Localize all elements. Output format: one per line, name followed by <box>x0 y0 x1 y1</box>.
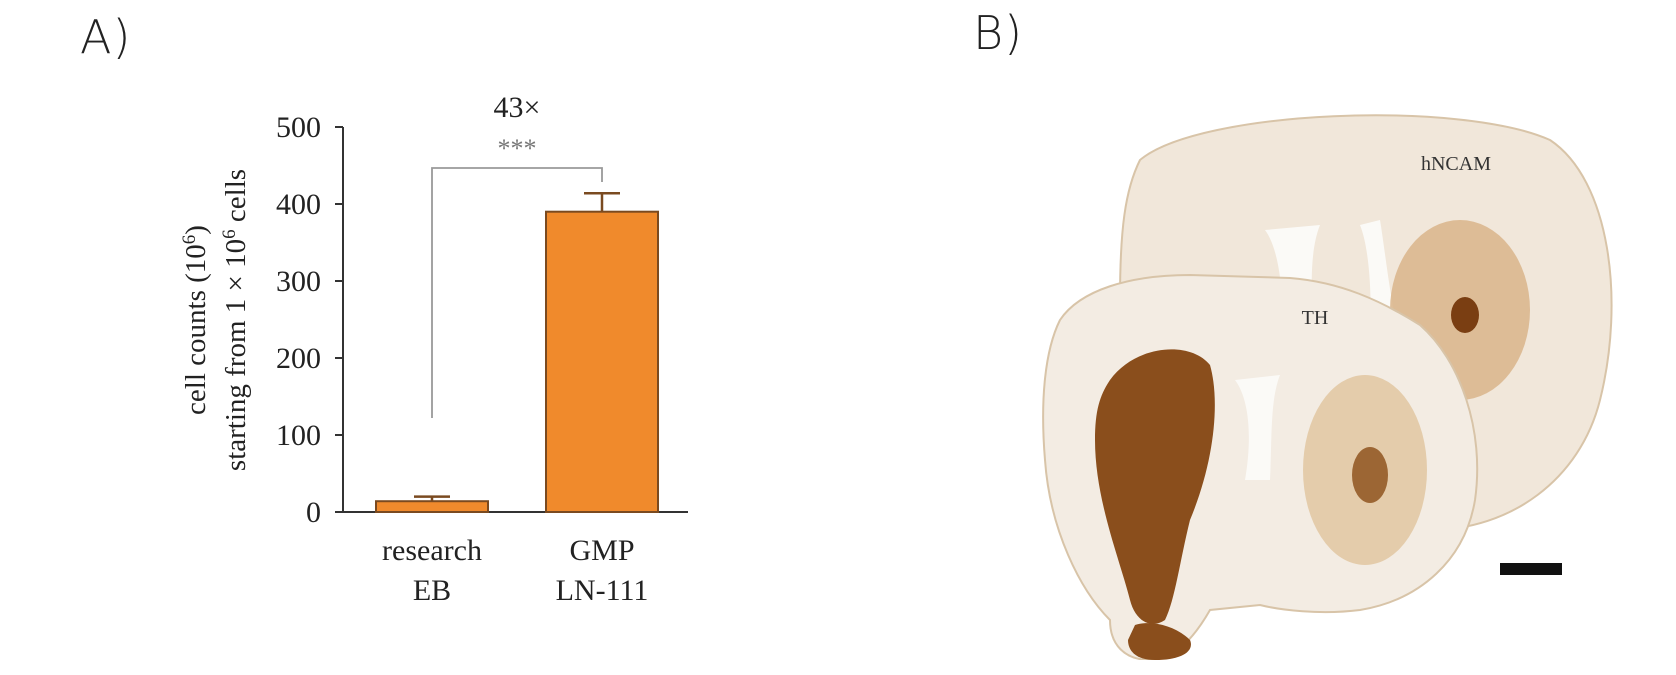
panel-label-b: B) <box>973 6 1024 60</box>
th-graft-core <box>1352 447 1388 503</box>
significance-stars: *** <box>498 134 537 163</box>
bar-chart: 0 100 200 300 400 500 research EB GMP LN-111 43× **… <box>179 91 688 607</box>
front-brain-section: TH <box>1042 273 1479 660</box>
y-axis-label: cell counts (106)starting from 1 × 106 c… <box>179 169 253 471</box>
scale-bar <box>1500 563 1562 575</box>
bar <box>375 500 489 514</box>
label-th: TH <box>1302 307 1329 329</box>
x-tick-label: EB <box>413 574 451 607</box>
y-axis-label-line2: starting from 1 × 106 cells <box>219 169 253 471</box>
panel-label-a: A) <box>80 10 132 64</box>
y-axis-label-line1: cell counts (106) <box>179 225 213 415</box>
significance-bracket <box>431 167 603 418</box>
label-hncam: hNCAM <box>1421 153 1491 175</box>
bar <box>545 210 659 513</box>
y-tick-label: 100 <box>276 419 321 452</box>
brain-section-micrograph: hNCAM TH <box>1042 114 1613 660</box>
x-tick-label: LN-111 <box>556 574 649 607</box>
fold-change-label: 43× <box>494 91 541 124</box>
y-tick-label: 300 <box>276 265 321 298</box>
y-tick-label: 200 <box>276 342 321 375</box>
x-tick-label: research <box>382 534 482 567</box>
hncam-graft-core <box>1451 297 1479 333</box>
x-tick-label: GMP <box>569 534 634 567</box>
y-tick-label: 400 <box>276 188 321 221</box>
y-tick-label: 0 <box>306 496 321 529</box>
y-tick-label: 500 <box>276 111 321 144</box>
th-striatum-dark <box>1095 349 1215 624</box>
